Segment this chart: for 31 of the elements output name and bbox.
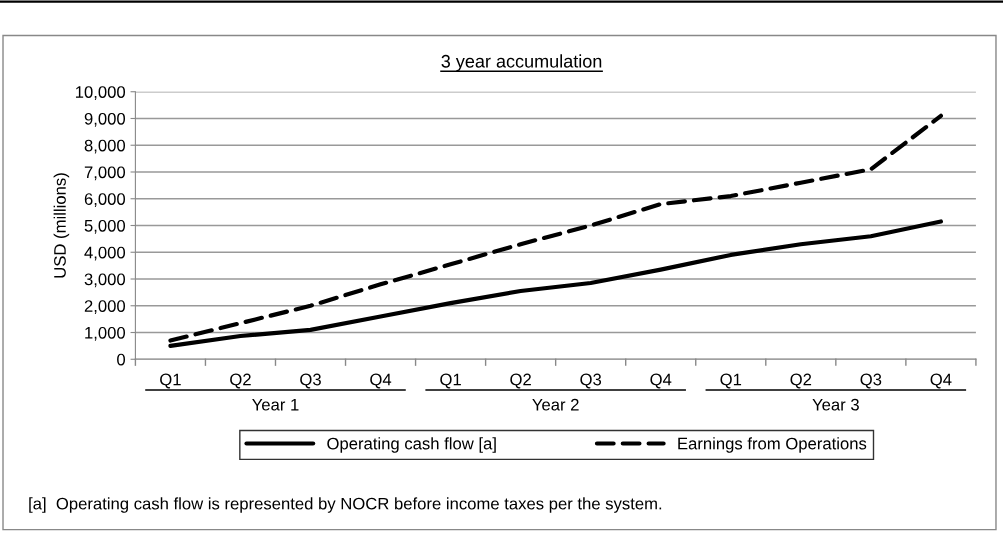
legend-label: Earnings from Operations — [678, 437, 867, 453]
x-tick-label: Q3 — [580, 373, 602, 389]
y-tick-label: 7,000 — [84, 166, 126, 181]
x-tick-label: Q2 — [510, 373, 531, 389]
y-tick-label: 4,000 — [84, 246, 126, 261]
x-tick-label: Q3 — [300, 373, 321, 389]
x-tick-label: Q1 — [440, 373, 461, 389]
x-tick-label: Q3 — [860, 373, 882, 389]
y-tick-label: 6,000 — [84, 193, 126, 207]
x-tick-label: Q2 — [230, 373, 251, 389]
text: Year 2 — [532, 398, 579, 411]
y-tick-label: 8,000 — [84, 139, 126, 154]
x-tick-label: Q4 — [930, 373, 952, 389]
y-tick-label: 0 — [117, 353, 126, 366]
y-axis-title: USD (millions) — [53, 173, 70, 278]
x-tick-label: Q2 — [790, 373, 812, 389]
text: Year 3 — [812, 398, 859, 411]
x-tick-label: Q1 — [720, 373, 742, 389]
y-tick-label: 5,000 — [84, 219, 126, 234]
y-tick-label: 9,000 — [84, 112, 126, 127]
legend-label: Operating cash flow [a] — [327, 437, 496, 453]
x-tick-label: Q1 — [160, 373, 181, 389]
text: [a] Operating cash flow is represented by NOCR before income taxes per the system. — [29, 497, 662, 513]
y-tick-label: 3,000 — [84, 273, 126, 288]
text: Year 1 — [252, 398, 299, 411]
x-tick-label: Q4 — [370, 373, 392, 389]
chart-title: 3 year accumulation — [441, 54, 602, 72]
y-tick-label: 10,000 — [75, 86, 126, 100]
x-tick-label: Q4 — [650, 373, 672, 389]
y-tick-label: 1,000 — [85, 326, 126, 341]
y-tick-label: 2,000 — [84, 300, 126, 314]
